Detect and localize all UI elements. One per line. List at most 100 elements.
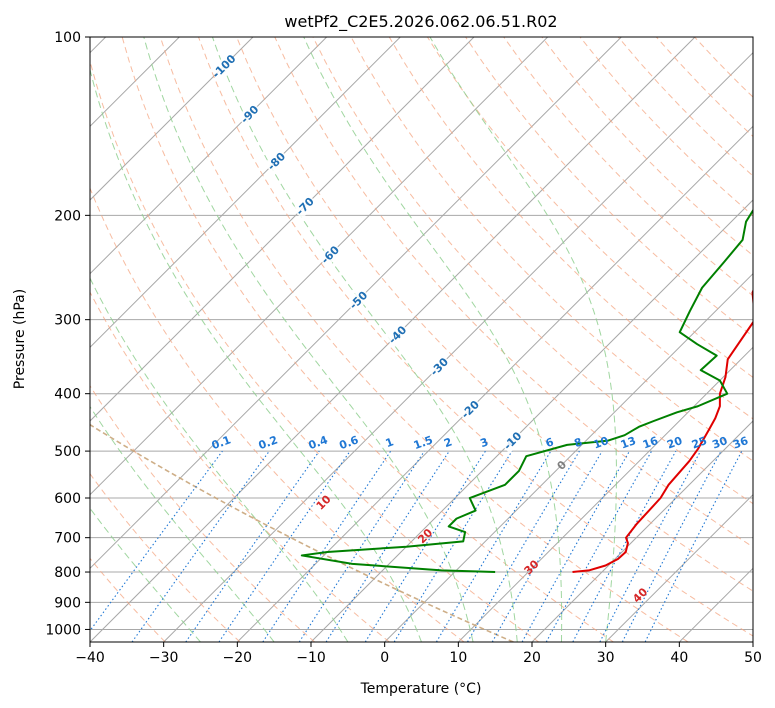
- x-tick-label: 50: [744, 650, 762, 666]
- isotherm-label-bg: [292, 193, 318, 219]
- dry-adiabat-250: [90, 472, 241, 642]
- y-tick-label: 500: [54, 444, 81, 460]
- dry-adiabat-360: [350, 37, 753, 462]
- y-tick-label: 700: [54, 531, 81, 547]
- y-tick-label: 100: [54, 30, 81, 46]
- isotherm--90: [90, 37, 328, 275]
- dry-adiabat-290: [90, 59, 540, 642]
- y-tick-label: 1000: [45, 622, 81, 638]
- dry-adiabat-370: [388, 37, 753, 420]
- isotherm-label-bg: [236, 101, 263, 127]
- y-tick-label: 200: [54, 208, 81, 224]
- mixing-ratio-line-8: [393, 450, 513, 642]
- mixing-ratio-label: 1: [384, 435, 396, 450]
- mixing-ratio-line-14: [572, 450, 677, 642]
- dry-adiabat-350: [312, 37, 753, 505]
- y-tick-label: 600: [54, 491, 81, 507]
- moist-adiabat-30: [429, 37, 617, 642]
- dry-adiabat-340: [274, 37, 753, 548]
- mixing-ratio-line-1: [131, 450, 270, 642]
- background-lines: [90, 37, 753, 642]
- isotherm-label-bg: [499, 427, 526, 454]
- isotherm--20: [236, 125, 753, 642]
- mixing-ratio-label: 25: [690, 434, 709, 451]
- moist-adiabat-5: [90, 67, 422, 642]
- dry-adiabat-390: [465, 37, 753, 337]
- x-tick-label: 40: [670, 650, 688, 666]
- plot-background: [90, 37, 753, 642]
- mixing-ratio-label: 20: [665, 434, 684, 452]
- mixing-ratio-line-13: [545, 450, 653, 642]
- isotherm-label-bg: [345, 287, 371, 313]
- isotherm--100: [90, 37, 254, 201]
- isotherm-50: [752, 641, 753, 642]
- dry-adiabat-320: [198, 37, 753, 637]
- x-tick-label: 10: [449, 650, 467, 666]
- dry-adiabat-330: [236, 37, 753, 592]
- isotherm-label-bg: [263, 148, 289, 174]
- temperature-line: [572, 288, 753, 574]
- dry-adiabat-270: [90, 291, 390, 642]
- moist-adiabat--15: [90, 405, 275, 642]
- series-lines: [300, 208, 753, 574]
- mixing-ratio-line-0: [90, 450, 223, 632]
- isotherm-30: [605, 493, 753, 642]
- mixing-ratio-label: 2: [442, 435, 454, 450]
- mixing-ratio-label: 30: [710, 434, 729, 452]
- isotherm--60: [90, 37, 549, 496]
- mixing-ratio-label: 3: [478, 435, 490, 450]
- isotherm--50: [90, 37, 622, 570]
- chart-title: wetPf2_C2E5.2026.062.06.51.R02: [284, 12, 557, 32]
- mixing-ratio-label: 36: [731, 434, 750, 452]
- x-tick-label: 30: [597, 650, 615, 666]
- isotherm-label-bg: [426, 353, 452, 380]
- dewpoint-line: [300, 208, 753, 574]
- isotherm--10: [310, 199, 753, 642]
- moist-adiabat-12: [143, 37, 474, 642]
- mixing-ratio-label: 16: [641, 434, 660, 452]
- x-tick-label: −20: [223, 650, 253, 666]
- dry-adiabat-310: [159, 37, 689, 642]
- x-tick-label: 20: [523, 650, 541, 666]
- x-tick-label: 0: [380, 650, 389, 666]
- isotherm--70: [90, 37, 475, 422]
- isotherm-20: [531, 420, 753, 642]
- isotherm-label-bg: [211, 53, 237, 79]
- mixing-ratio-line-4: [262, 450, 392, 642]
- x-tick-label: −30: [149, 650, 179, 666]
- y-axis-label: Pressure (hPa): [12, 289, 28, 389]
- mixing-ratio-label: 0.2: [257, 433, 280, 452]
- mixing-ratio-label: 0.1: [210, 433, 233, 452]
- x-tick-label: −10: [296, 650, 326, 666]
- moist-adiabat-24: [303, 37, 563, 642]
- mixing-ratio-label: 13: [619, 434, 638, 451]
- moist-adiabat-18: [211, 37, 518, 642]
- dry-adiabat-380: [426, 37, 753, 378]
- mixing-ratio-label: 0.6: [338, 433, 361, 452]
- isotherm--30: [163, 51, 753, 642]
- mixing-ratio-label: 1.5: [412, 433, 435, 452]
- mixing-ratio-line-17: [644, 450, 743, 642]
- dry-adiabat-280: [90, 186, 465, 642]
- y-tick-label: 800: [54, 565, 81, 581]
- x-tick-label: −40: [75, 650, 105, 666]
- isotherm-label-bg: [457, 396, 483, 423]
- dry-adiabat-260: [90, 384, 316, 642]
- y-tick-label: 400: [54, 387, 81, 403]
- axes: −40 −30 −20 −10 0 10 20 30 40 5010020030040050060…: [45, 30, 762, 666]
- plot-frame: [89, 36, 754, 643]
- x-axis-label: Temperature (°C): [360, 681, 482, 697]
- dry-adiabat-400: [503, 37, 753, 297]
- isotherm-label-bg: [384, 321, 411, 348]
- mixing-ratio-label: 6: [544, 435, 556, 450]
- mixing-ratio-line-6: [325, 450, 450, 642]
- mixing-ratio-label: 8: [572, 435, 584, 450]
- isotherm--80: [90, 37, 401, 349]
- mixing-ratio-line-3: [218, 450, 351, 642]
- dry-adiabat-300: [121, 37, 614, 642]
- mixing-ratio-line-12: [521, 450, 630, 642]
- isotherm-10: [457, 346, 753, 642]
- mixing-ratio-label: 0.4: [307, 433, 330, 452]
- isotherm-label-bg: [317, 241, 343, 268]
- mixing-ratio-line-2: [185, 450, 320, 642]
